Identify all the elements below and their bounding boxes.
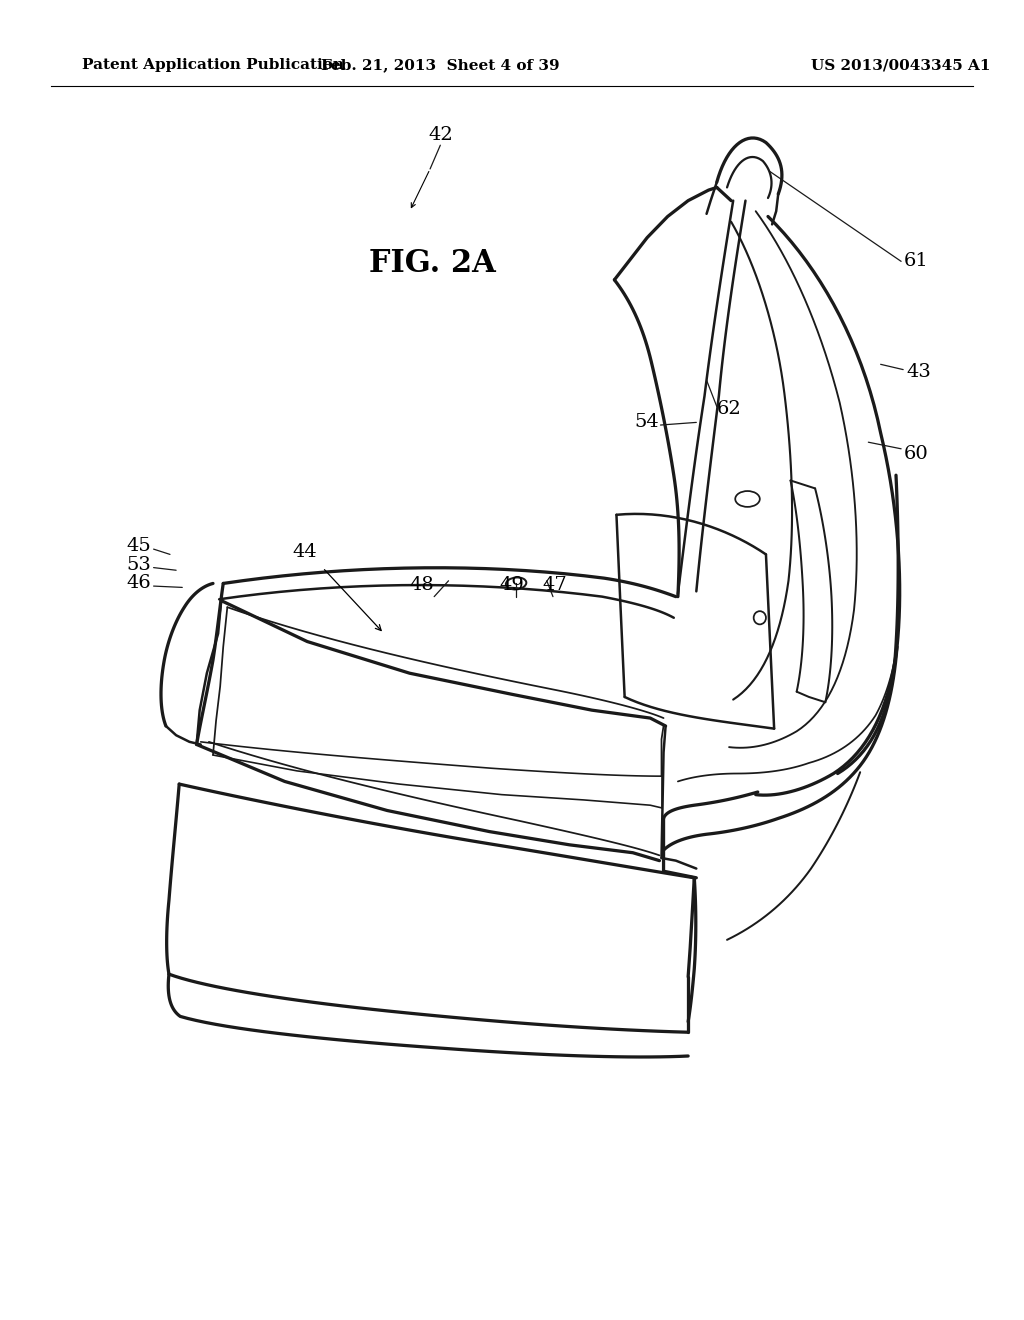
Text: 54: 54 bbox=[635, 413, 659, 432]
Text: 60: 60 bbox=[904, 445, 929, 463]
Text: 49: 49 bbox=[500, 576, 524, 594]
Text: 48: 48 bbox=[410, 576, 434, 594]
Text: Feb. 21, 2013  Sheet 4 of 39: Feb. 21, 2013 Sheet 4 of 39 bbox=[321, 58, 560, 73]
Text: 62: 62 bbox=[717, 400, 741, 418]
Text: 46: 46 bbox=[127, 574, 152, 593]
Text: 44: 44 bbox=[293, 543, 317, 561]
Text: FIG. 2A: FIG. 2A bbox=[369, 248, 496, 280]
Text: US 2013/0043345 A1: US 2013/0043345 A1 bbox=[811, 58, 991, 73]
Text: 47: 47 bbox=[543, 576, 567, 594]
Text: 61: 61 bbox=[904, 252, 929, 271]
Text: 53: 53 bbox=[127, 556, 152, 574]
Text: 45: 45 bbox=[127, 537, 152, 556]
Text: 42: 42 bbox=[428, 125, 453, 144]
Text: 43: 43 bbox=[906, 363, 931, 381]
Text: Patent Application Publication: Patent Application Publication bbox=[82, 58, 344, 73]
